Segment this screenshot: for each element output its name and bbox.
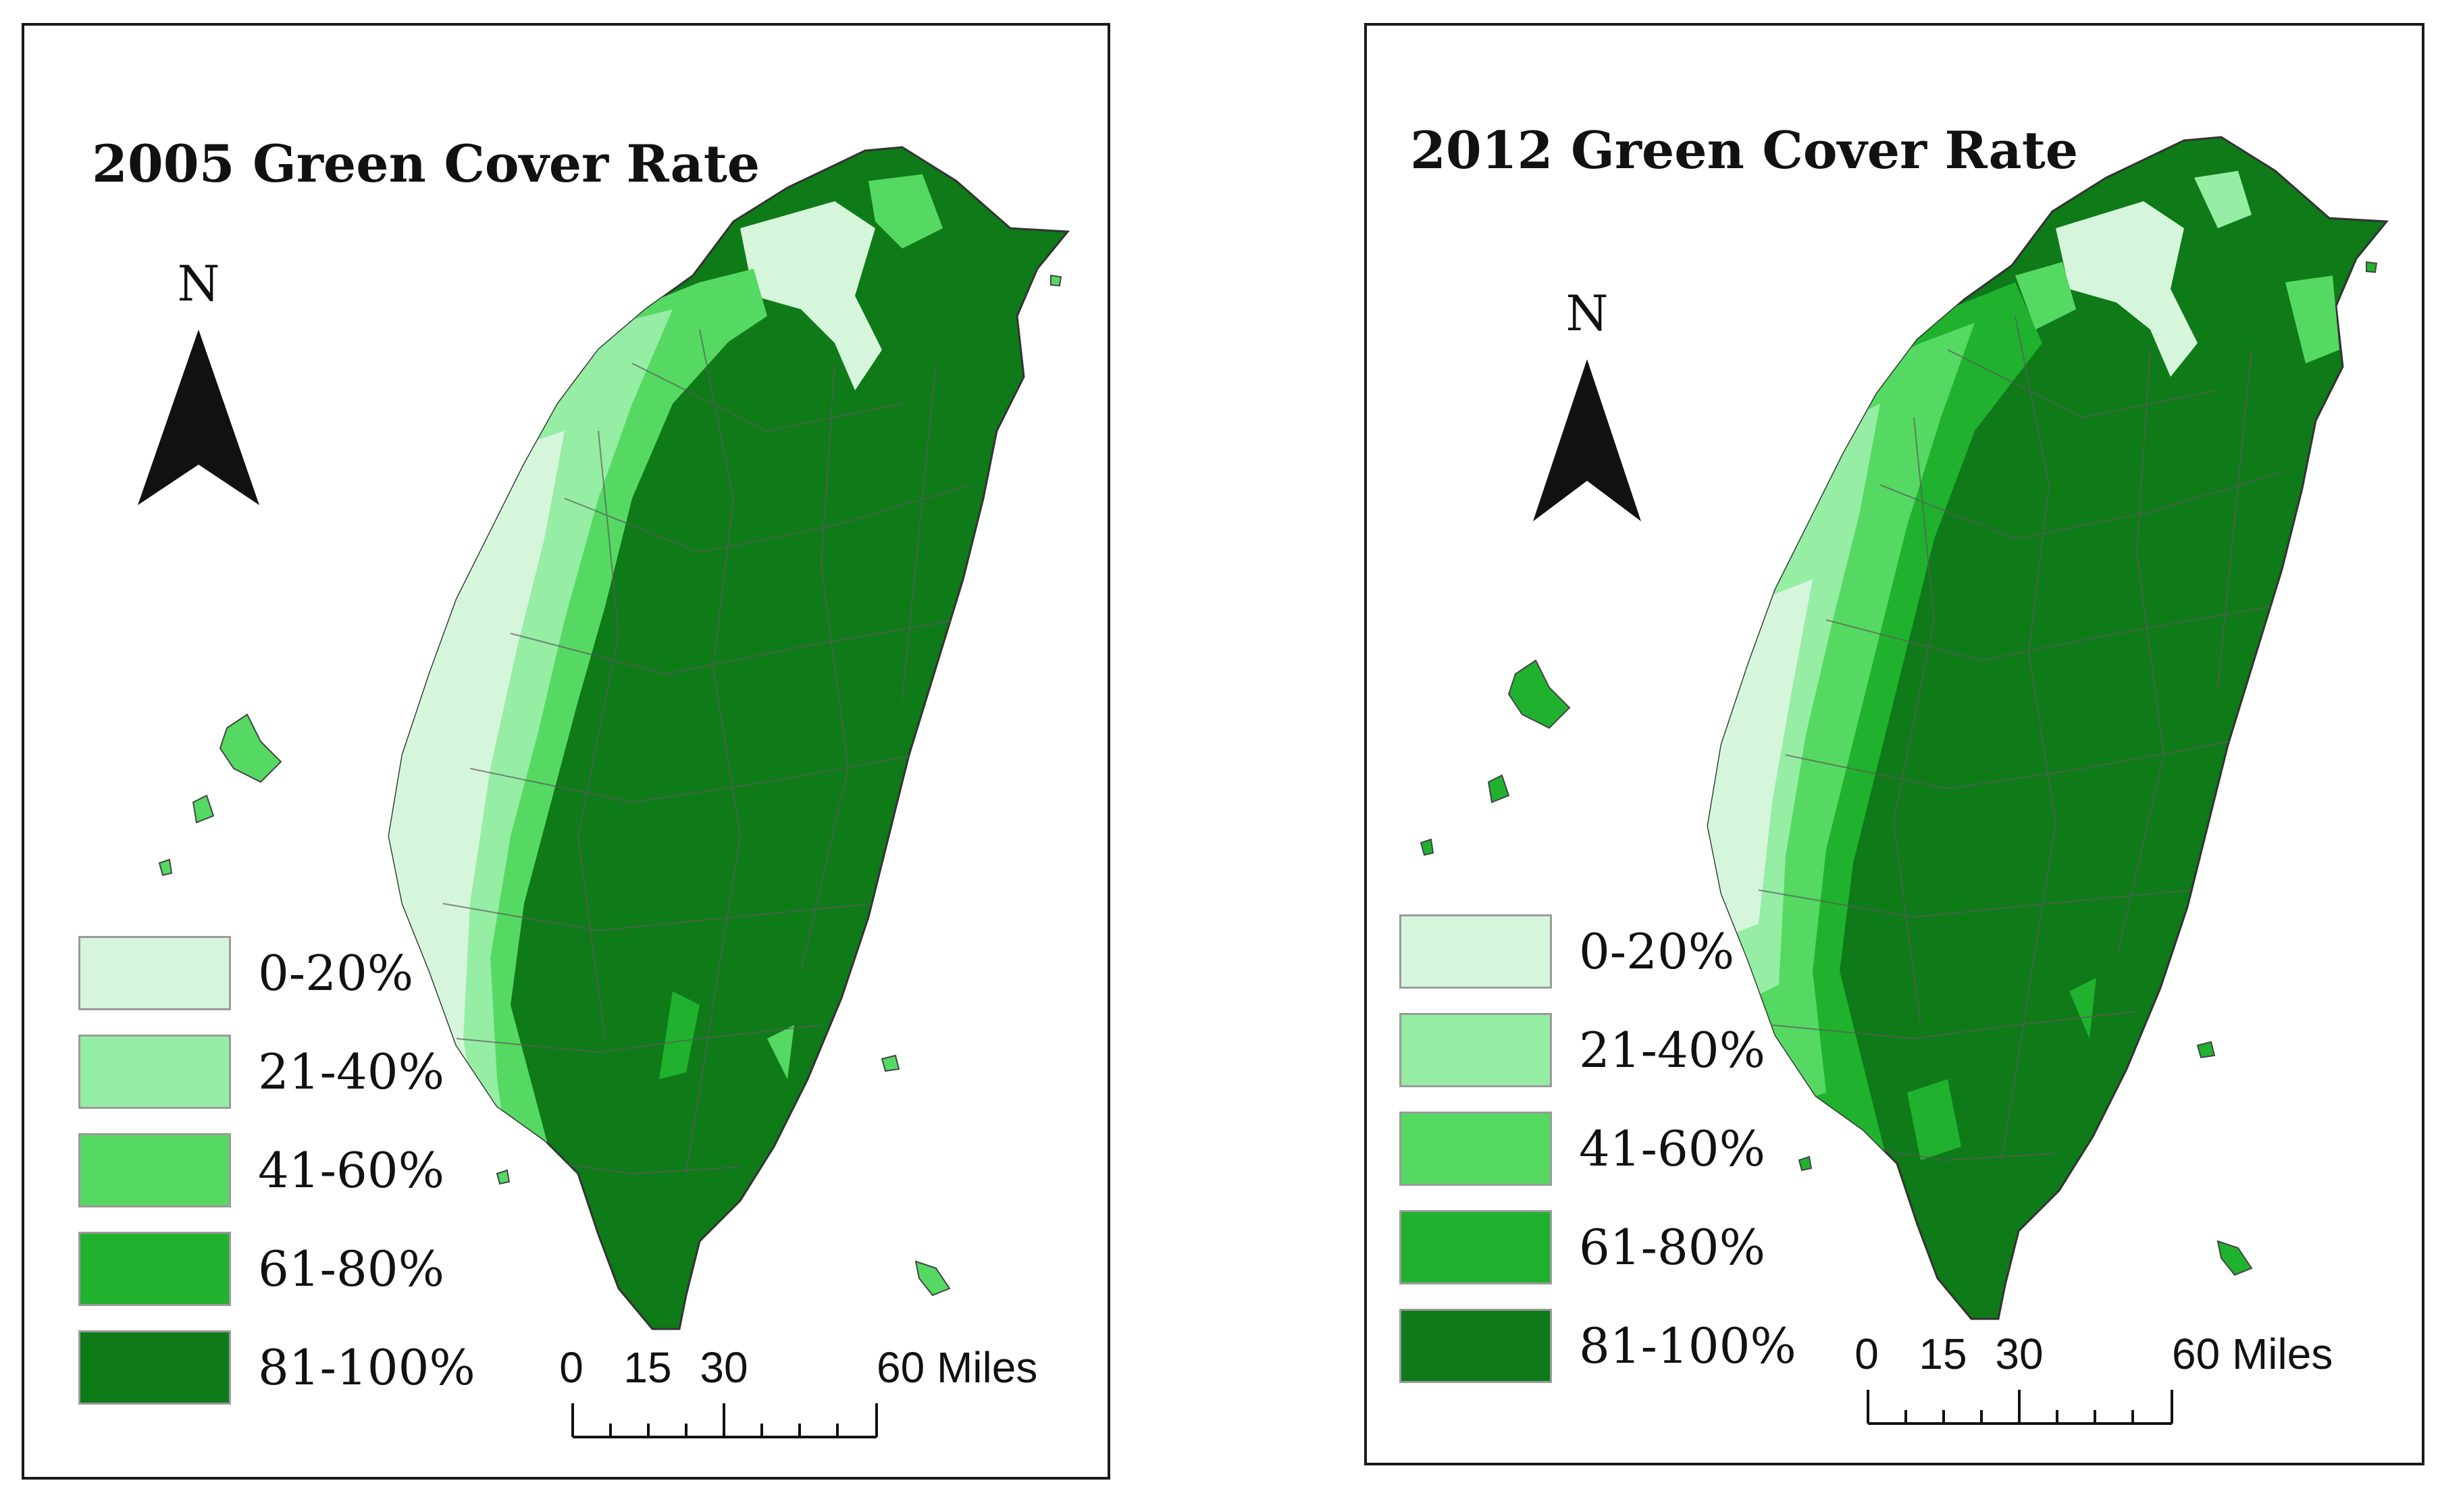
- north-label: N: [1565, 285, 1609, 342]
- north-label: N: [177, 255, 220, 312]
- scale-label-60: 60 Miles: [2172, 1330, 2333, 1378]
- scale-label-60: 60 Miles: [877, 1343, 1038, 1392]
- legend-swatch-81-100: [78, 1330, 231, 1405]
- legend-label: 21-40%: [258, 1043, 444, 1100]
- legend-label: 41-60%: [1579, 1120, 1765, 1177]
- scale-bar-ruler: [571, 1403, 878, 1438]
- legend-item: 0-20%: [78, 924, 475, 1022]
- legend-label: 81-100%: [258, 1339, 475, 1396]
- map-panel-2012: 2012 Green Cover Rate N: [1364, 23, 2424, 1465]
- legend-swatch-0-20: [78, 936, 231, 1010]
- legend-swatch-41-60: [78, 1133, 231, 1207]
- legend-swatch-21-40: [78, 1035, 231, 1109]
- legend-label: 61-80%: [258, 1241, 444, 1297]
- legend-item: 81-100%: [1399, 1297, 1796, 1395]
- north-arrow: N: [138, 255, 259, 505]
- legend-item: 61-80%: [1399, 1198, 1796, 1297]
- scale-bar: 0 15 30 60 Miles: [559, 1342, 1037, 1444]
- scale-label-30: 30: [1995, 1330, 2044, 1378]
- legend-swatch-41-60: [1399, 1112, 1552, 1186]
- legend: 0-20% 21-40% 41-60% 61-80% 81-100%: [1399, 902, 1796, 1395]
- scale-label-0: 0: [559, 1343, 583, 1392]
- island-map: [1420, 136, 2389, 1320]
- map-title: 2005 Green Cover Rate: [92, 134, 760, 194]
- north-arrow-icon: [1533, 359, 1641, 521]
- legend-swatch-61-80: [1399, 1210, 1552, 1284]
- legend-label: 21-40%: [1579, 1022, 1765, 1078]
- legend-swatch-0-20: [1399, 914, 1552, 989]
- map-panel-2005: 2005 Green Cover Rate N: [22, 23, 1110, 1480]
- legend: 0-20% 21-40% 41-60% 61-80% 81-100%: [78, 924, 475, 1417]
- legend-swatch-21-40: [1399, 1013, 1552, 1087]
- legend-swatch-61-80: [78, 1232, 231, 1306]
- north-arrow-icon: [138, 330, 259, 505]
- scale-label-15: 15: [1919, 1330, 1967, 1378]
- legend-item: 81-100%: [78, 1318, 475, 1417]
- legend-label: 0-20%: [1579, 923, 1735, 980]
- scale-label-30: 30: [700, 1343, 748, 1392]
- legend-swatch-81-100: [1399, 1309, 1552, 1383]
- legend-item: 21-40%: [1399, 1001, 1796, 1099]
- north-arrow: N: [1526, 285, 1648, 521]
- scale-bar-ruler: [1867, 1390, 2173, 1425]
- legend-label: 0-20%: [258, 945, 414, 1001]
- legend-item: 41-60%: [78, 1121, 475, 1220]
- scale-bar: 0 15 30 60 Miles: [1854, 1329, 2333, 1430]
- scale-label-15: 15: [623, 1343, 672, 1392]
- legend-item: 41-60%: [1399, 1099, 1796, 1198]
- legend-item: 0-20%: [1399, 902, 1796, 1001]
- legend-item: 61-80%: [78, 1220, 475, 1318]
- map-title: 2012 Green Cover Rate: [1410, 120, 2079, 180]
- scale-label-0: 0: [1854, 1330, 1879, 1378]
- island-map: [158, 146, 1070, 1330]
- legend-item: 21-40%: [78, 1022, 475, 1121]
- legend-label: 61-80%: [1579, 1219, 1765, 1276]
- legend-label: 41-60%: [258, 1142, 444, 1199]
- legend-label: 81-100%: [1579, 1318, 1796, 1374]
